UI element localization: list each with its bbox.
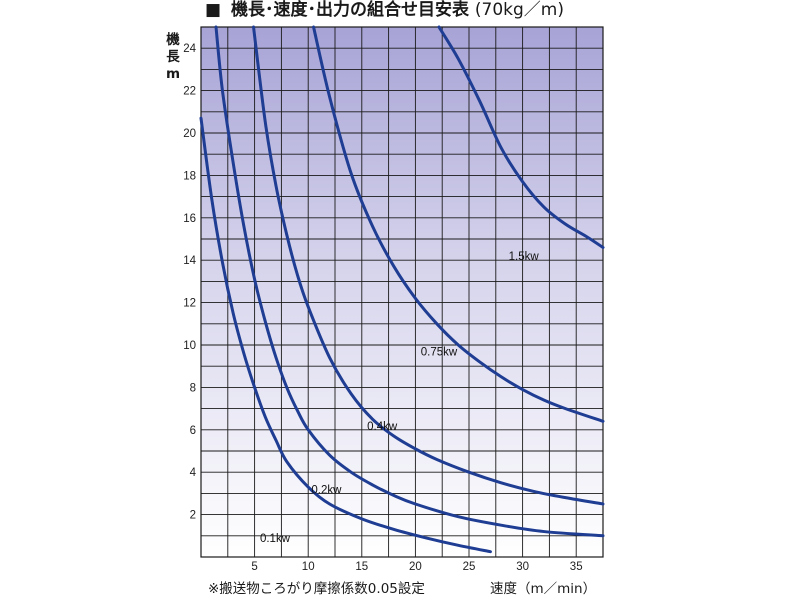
series-line-0-2kw bbox=[214, 25, 605, 538]
series-label-0-2kw: 0.2kw bbox=[311, 484, 342, 496]
x-tick-label: 25 bbox=[463, 561, 476, 573]
chart-title: ■ 機長･速度･出力の組合せ目安表 (70kg／m) bbox=[205, 0, 564, 20]
y-axis-label: 機長m bbox=[166, 31, 180, 82]
series-labels: 0.1kw 0.2kw 0.4kw 0.75kw 1.5kw bbox=[260, 251, 539, 545]
plot-area bbox=[201, 27, 603, 557]
y-axis-label-char: m bbox=[166, 66, 180, 82]
y-tick-label: 22 bbox=[183, 86, 196, 98]
title-marker: ■ bbox=[205, 0, 221, 20]
x-tick-labels: 5 10 15 20 25 30 35 bbox=[251, 561, 582, 573]
y-axis-label-char: 機 bbox=[166, 31, 180, 48]
chart-title-unit: (70kg／m) bbox=[475, 0, 564, 20]
x-tick-label: 30 bbox=[516, 561, 529, 573]
y-axis-label-char: 長 bbox=[166, 49, 180, 65]
series-line-0-1kw bbox=[199, 116, 492, 554]
series-line-1-5kw bbox=[437, 25, 605, 249]
x-tick-label: 10 bbox=[302, 561, 315, 573]
plot-border bbox=[200, 26, 604, 558]
y-tick-label: 24 bbox=[183, 43, 196, 55]
series-label-1-5kw: 1.5kw bbox=[509, 251, 540, 263]
y-tick-label: 4 bbox=[190, 467, 197, 479]
x-axis-label: 速度（m／min） bbox=[490, 581, 596, 597]
series-label-0-1kw: 0.1kw bbox=[260, 533, 291, 545]
y-tick-label: 8 bbox=[190, 382, 196, 394]
x-tick-label: 35 bbox=[570, 561, 583, 573]
x-tick-label: 5 bbox=[251, 561, 257, 573]
series-lines bbox=[199, 25, 605, 554]
y-tick-label: 18 bbox=[183, 170, 196, 182]
y-tick-label: 6 bbox=[190, 425, 196, 437]
y-tick-label: 10 bbox=[183, 340, 196, 352]
y-tick-label: 14 bbox=[183, 255, 196, 267]
x-tick-label: 20 bbox=[409, 561, 422, 573]
series-line-0-75kw bbox=[312, 25, 605, 423]
chart-title-text: 機長･速度･出力の組合せ目安表 bbox=[231, 0, 470, 20]
x-tick-label: 15 bbox=[355, 561, 368, 573]
series-label-0-4kw: 0.4kw bbox=[367, 421, 398, 433]
series-label-0-75kw: 0.75kw bbox=[421, 347, 458, 359]
footnote: ※搬送物ころがり摩擦係数0.05設定 bbox=[208, 580, 425, 597]
y-tick-label: 20 bbox=[183, 128, 196, 140]
y-tick-label: 2 bbox=[190, 510, 196, 522]
series-line-0-4kw bbox=[252, 25, 605, 506]
svg-text:■ 機長･速度･出力の組合せ目安表: ■ 機長･速度･出力の組合せ目安表 (70kg／m) bbox=[205, 0, 564, 20]
y-tick-label: 16 bbox=[183, 213, 196, 225]
y-tick-label: 12 bbox=[183, 298, 196, 310]
